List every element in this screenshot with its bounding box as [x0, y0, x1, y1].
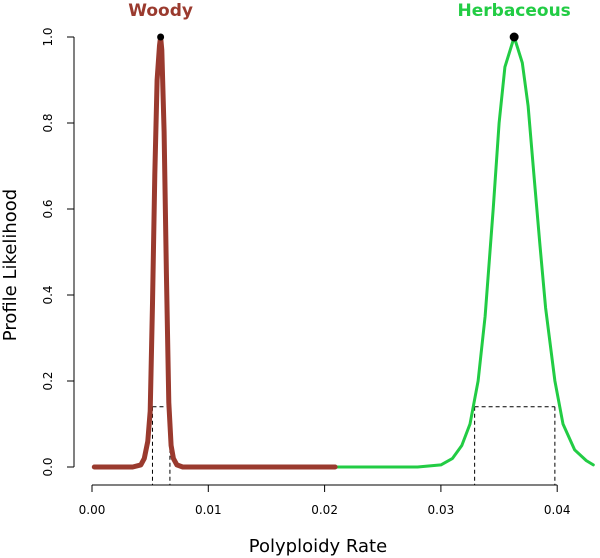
peak-points: [157, 32, 519, 42]
series-title-woody: Woody: [128, 1, 193, 21]
y-tick-label: 0.4: [41, 285, 55, 304]
x-tick-label: 0.01: [195, 503, 222, 517]
y-tick-label: 0.0: [41, 457, 55, 476]
x-tick-label: 0.04: [544, 503, 571, 517]
y-tick-label: 0.6: [41, 199, 55, 218]
x-tick-label: 0.03: [428, 503, 455, 517]
confidence-interval-lines: [151, 406, 556, 485]
x-ticks: 0.00 0.01 0.02 0.03 0.04: [79, 485, 571, 517]
series-line-herbaceous: [333, 35, 595, 469]
y-tick-label: 1.0: [41, 27, 55, 46]
y-axis-title: Profile Likelihood: [0, 189, 21, 341]
y-ticks: 0.0 0.2 0.4 0.6 0.8 1.0: [41, 27, 74, 477]
series-title-herbaceous: Herbaceous: [458, 1, 571, 21]
y-tick-label: 0.8: [41, 113, 55, 132]
axes: [73, 37, 558, 486]
series-lines: [91, 34, 595, 470]
series-line-woody: [91, 34, 338, 470]
peak-point-herbaceous: [509, 32, 519, 42]
series-titles: Woody Herbaceous: [128, 1, 571, 21]
x-tick-label: 0.02: [311, 503, 338, 517]
x-axis-title: Polyploidy Rate: [249, 536, 387, 557]
peak-point-woody: [157, 33, 165, 41]
x-tick-label: 0.00: [79, 503, 106, 517]
y-tick-label: 0.2: [41, 371, 55, 390]
